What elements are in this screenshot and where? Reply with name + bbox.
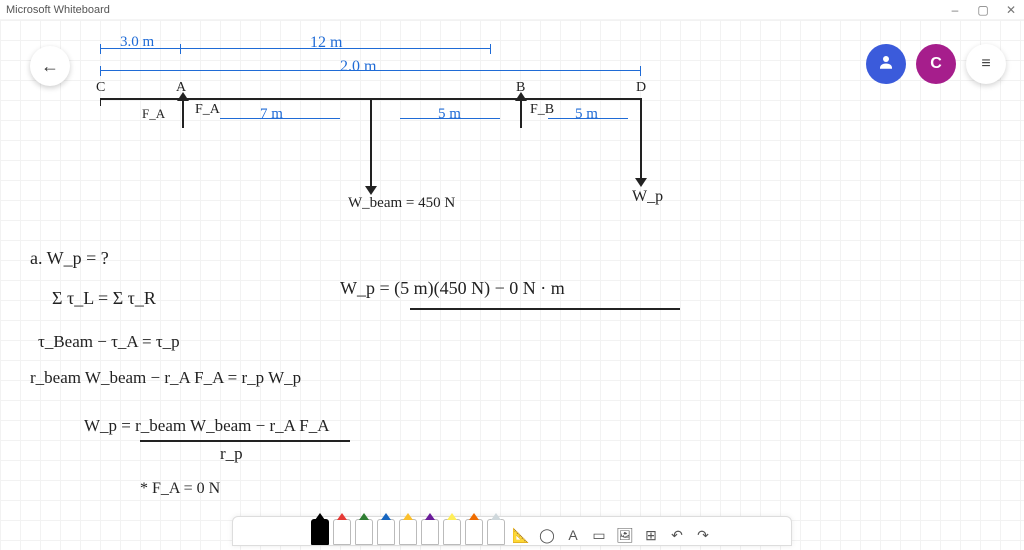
arrowhead-up	[177, 92, 189, 101]
ruler-icon[interactable]: 📐	[511, 525, 531, 545]
label-Wp: W_p	[632, 188, 663, 206]
pen-4[interactable]	[399, 519, 417, 545]
text-tool[interactable]: A	[563, 525, 583, 545]
dim-tick	[180, 44, 181, 54]
maximize-button[interactable]: ▢	[976, 3, 990, 17]
label-Wbeam: W_beam = 450 N	[348, 195, 455, 212]
pen-7[interactable]	[465, 519, 483, 545]
label-C: C	[96, 80, 105, 96]
force-FB-arrow	[520, 98, 522, 128]
window-buttons: – ▢ ✕	[948, 3, 1018, 17]
bottom-toolbar: 📐 ◯ A ▭ 🖼 ⊞ ↶ ↷	[232, 516, 792, 546]
undo-button[interactable]: ↶	[667, 525, 687, 545]
add-tool[interactable]: ⊞	[641, 525, 661, 545]
dim-tick	[100, 66, 101, 76]
beam-tick	[100, 98, 101, 106]
dim-tick	[100, 44, 101, 54]
eq-frac-den: r_p	[220, 444, 243, 464]
whiteboard-canvas[interactable]: 3.0 m 12 m 2.0 m C A B D F_A F_A F_B W_b…	[0, 20, 1024, 516]
pen-8[interactable]	[487, 519, 505, 545]
pen-2[interactable]	[355, 519, 373, 545]
pen-3[interactable]	[377, 519, 395, 545]
span-label-7m: 7 m	[260, 106, 283, 123]
redo-button[interactable]: ↷	[693, 525, 713, 545]
underline	[410, 308, 680, 310]
dim-label-3m: 3.0 m	[120, 34, 154, 51]
arrowhead-down	[365, 186, 377, 195]
force-Wbeam-arrow	[370, 98, 372, 188]
app-title: Microsoft Whiteboard	[6, 4, 110, 16]
question-a: a. W_p = ?	[30, 248, 109, 269]
pen-5[interactable]	[421, 519, 439, 545]
force-Wp-arrow	[640, 98, 642, 180]
pen-6[interactable]	[443, 519, 461, 545]
eq-torque-balance: Σ τ_L = Σ τ_R	[52, 288, 156, 309]
label-FA-left: F_A	[142, 106, 165, 122]
close-button[interactable]: ✕	[1004, 3, 1018, 17]
dim-tick	[640, 66, 641, 76]
note-tool[interactable]: ▭	[589, 525, 609, 545]
eq-Wp-eval: W_p = (5 m)(450 N) − 0 N · m	[340, 278, 565, 299]
pen-0[interactable]	[311, 519, 329, 545]
label-D: D	[636, 80, 646, 96]
lasso-tool[interactable]: ◯	[537, 525, 557, 545]
span-label-5m-1: 5 m	[438, 106, 461, 123]
force-FA-arrow	[182, 98, 184, 128]
fraction-line	[140, 440, 350, 442]
title-bar: Microsoft Whiteboard – ▢ ✕	[0, 0, 1024, 20]
note-FA-zero: * F_A = 0 N	[140, 480, 220, 498]
arrowhead-up	[515, 92, 527, 101]
minimize-button[interactable]: –	[948, 3, 962, 17]
eq-frac-num: W_p = r_beam W_beam − r_A F_A	[84, 416, 329, 436]
dim-tick	[490, 44, 491, 54]
span-label-5m-2: 5 m	[575, 106, 598, 123]
dim-label-20m: 2.0 m	[340, 58, 376, 76]
arrowhead-down	[635, 178, 647, 187]
label-FB: F_B	[530, 102, 554, 118]
eq-rW: r_beam W_beam − r_A F_A = r_p W_p	[30, 368, 301, 388]
pen-1[interactable]	[333, 519, 351, 545]
pen-tray	[311, 519, 505, 545]
image-tool[interactable]: 🖼	[615, 525, 635, 545]
eq-tau: τ_Beam − τ_A = τ_p	[38, 332, 180, 352]
label-FA: F_A	[195, 102, 220, 118]
dim-label-12m: 12 m	[310, 34, 342, 52]
